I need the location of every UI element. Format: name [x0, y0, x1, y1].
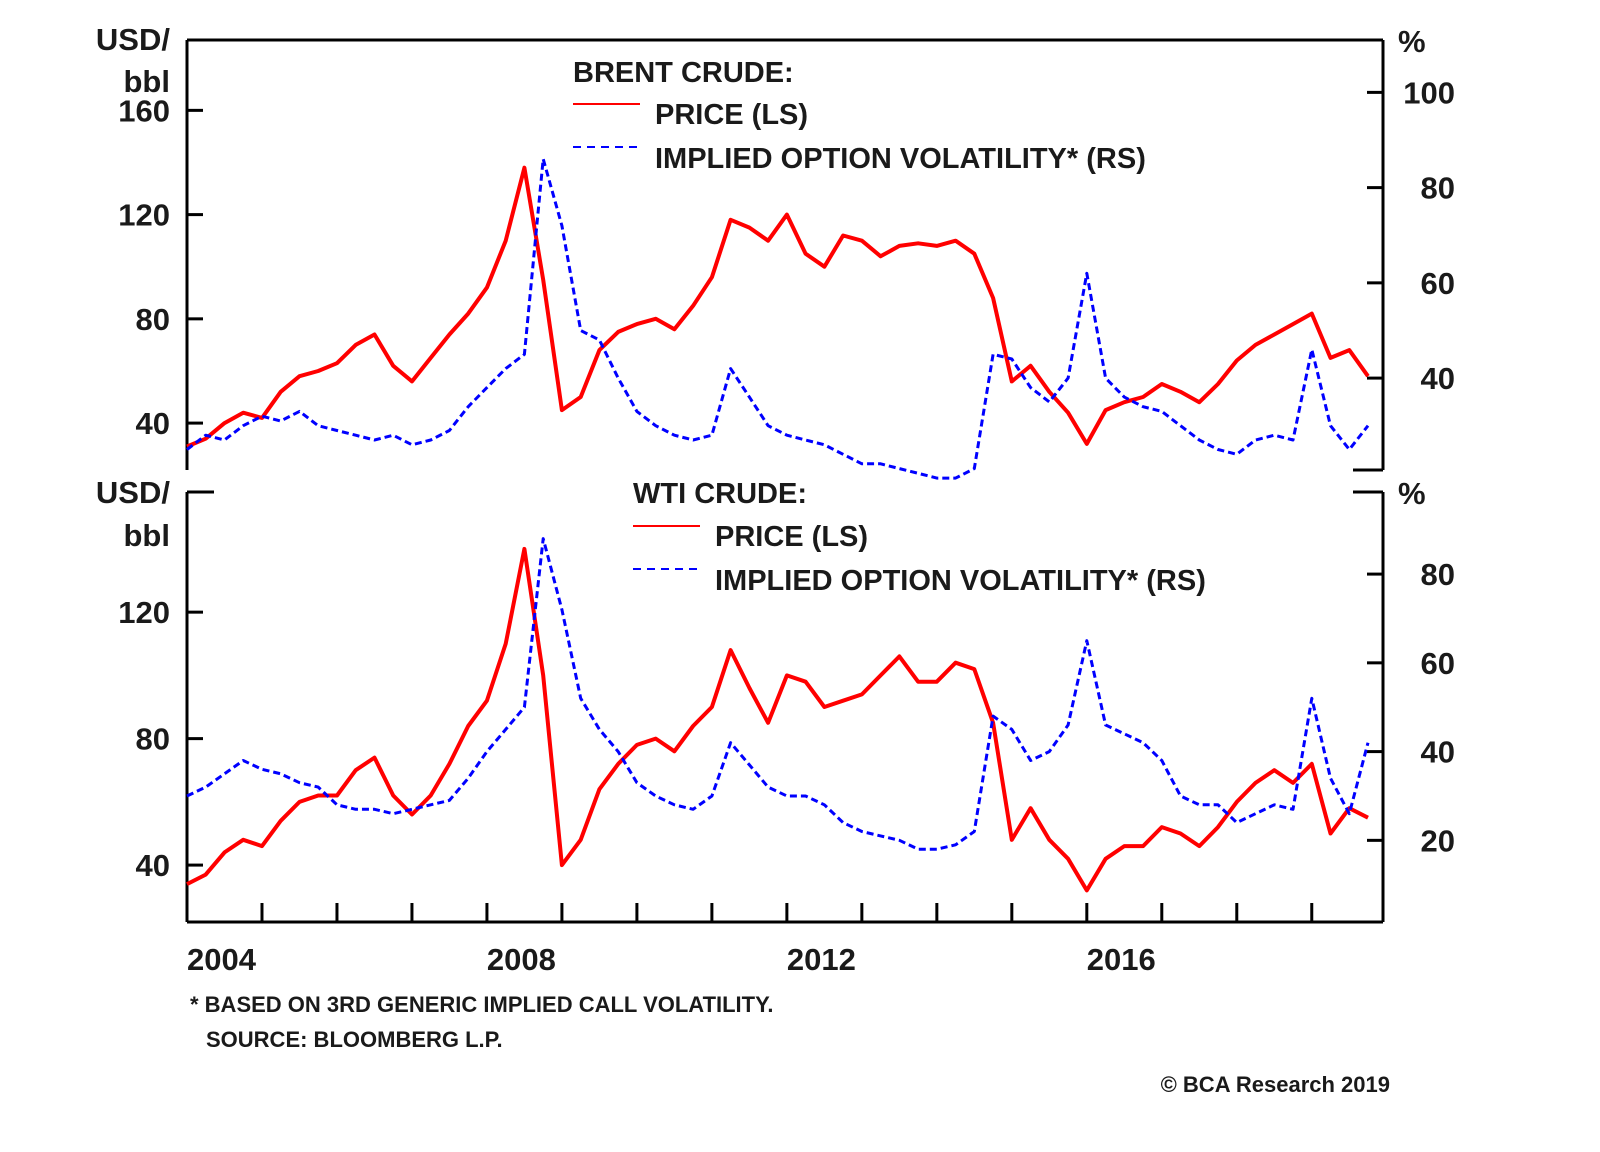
top-right-tick-label: 60: [1421, 266, 1455, 301]
wti-legend-price-label: PRICE (LS): [715, 521, 868, 553]
top-left-tick-label: 80: [136, 302, 170, 337]
brent-legend-price-label: PRICE (LS): [655, 99, 808, 131]
top-left-unit-line2: bbl: [124, 64, 171, 99]
bottom-left-tick-label: 40: [136, 848, 170, 883]
bottom-right-unit: %: [1398, 476, 1426, 511]
bottom-left-tick-label: 120: [118, 595, 170, 630]
x-tick-label: 2012: [787, 942, 856, 977]
top-right-tick-label: 80: [1421, 171, 1455, 206]
wti-volatility-line: [186, 537, 1370, 851]
top-right-tick-label: 100: [1403, 75, 1455, 110]
brent-legend: BRENT CRUDE: PRICE (LS) IMPLIED OPTION V…: [573, 57, 1146, 175]
bottom-left-unit-line1: USD/: [96, 475, 170, 510]
wti-price-line: [186, 546, 1369, 893]
top-right-tick-label: 40: [1421, 361, 1455, 396]
footnote-source: SOURCE: BLOOMBERG L.P.: [206, 1027, 503, 1052]
brent-volatility-line: [186, 157, 1370, 480]
wti-legend: WTI CRUDE: PRICE (LS) IMPLIED OPTION VOL…: [633, 478, 1206, 597]
wti-legend-vol-label: IMPLIED OPTION VOLATILITY* (RS): [715, 565, 1206, 597]
copyright: © BCA Research 2019: [1161, 1072, 1390, 1097]
brent-price-line: [186, 165, 1370, 449]
bottom-right-tick-label: 60: [1421, 646, 1455, 681]
wti-legend-title: WTI CRUDE:: [633, 478, 807, 510]
brent-legend-title: BRENT CRUDE:: [573, 57, 794, 89]
bottom-right-tick-label: 40: [1421, 735, 1455, 770]
x-tick-label: 2016: [1087, 942, 1156, 977]
top-right-unit: %: [1398, 24, 1426, 59]
bottom-right-tick-label: 80: [1421, 557, 1455, 592]
top-left-unit-line1: USD/: [96, 22, 170, 57]
footnote-note: * BASED ON 3RD GENERIC IMPLIED CALL VOLA…: [190, 992, 773, 1017]
bottom-left-tick-label: 80: [136, 722, 170, 757]
x-tick-label: 2004: [187, 942, 257, 977]
bottom-left-unit-line2: bbl: [124, 518, 171, 553]
bottom-right-tick-label: 20: [1421, 823, 1455, 858]
top-left-tick-label: 120: [118, 198, 170, 233]
wti-panel: 40 80 120 20 40 60 80 USD/ bbl % WTI CRUDE: P…: [96, 475, 1455, 924]
brent-panel: 40 80 120 160 40 60 80 100 USD/ bbl % BRENT CR…: [96, 22, 1455, 480]
top-left-tick-label: 160: [118, 93, 170, 128]
top-left-tick-label: 40: [136, 406, 170, 441]
x-tick-label: 2008: [487, 942, 556, 977]
brent-legend-vol-label: IMPLIED OPTION VOLATILITY* (RS): [655, 143, 1146, 175]
